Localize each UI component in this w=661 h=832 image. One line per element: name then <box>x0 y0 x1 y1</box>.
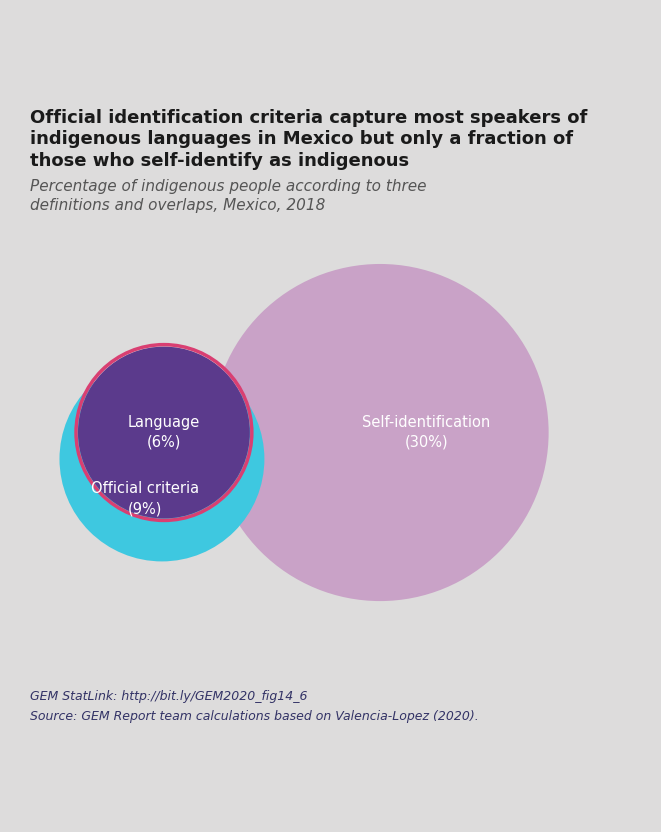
Text: GEM StatLink: http://bit.ly/GEM2020_fig14_6: GEM StatLink: http://bit.ly/GEM2020_fig1… <box>30 691 307 703</box>
Text: those who self-identify as indigenous: those who self-identify as indigenous <box>30 152 409 171</box>
Text: Source: GEM Report team calculations based on Valencia-Lopez (2020).: Source: GEM Report team calculations bas… <box>30 711 479 723</box>
Text: indigenous languages in Mexico but only a fraction of: indigenous languages in Mexico but only … <box>30 131 573 148</box>
Circle shape <box>59 356 264 562</box>
Text: Official identification criteria capture most speakers of: Official identification criteria capture… <box>30 109 587 126</box>
Text: Percentage of indigenous people according to three: Percentage of indigenous people accordin… <box>30 180 426 195</box>
Circle shape <box>212 264 549 601</box>
Text: Language
(6%): Language (6%) <box>128 415 200 450</box>
Circle shape <box>78 347 250 518</box>
Text: definitions and overlaps, Mexico, 2018: definitions and overlaps, Mexico, 2018 <box>30 198 325 213</box>
Text: Self-identification
(30%): Self-identification (30%) <box>362 415 490 450</box>
Text: Official criteria
(9%): Official criteria (9%) <box>91 481 200 516</box>
